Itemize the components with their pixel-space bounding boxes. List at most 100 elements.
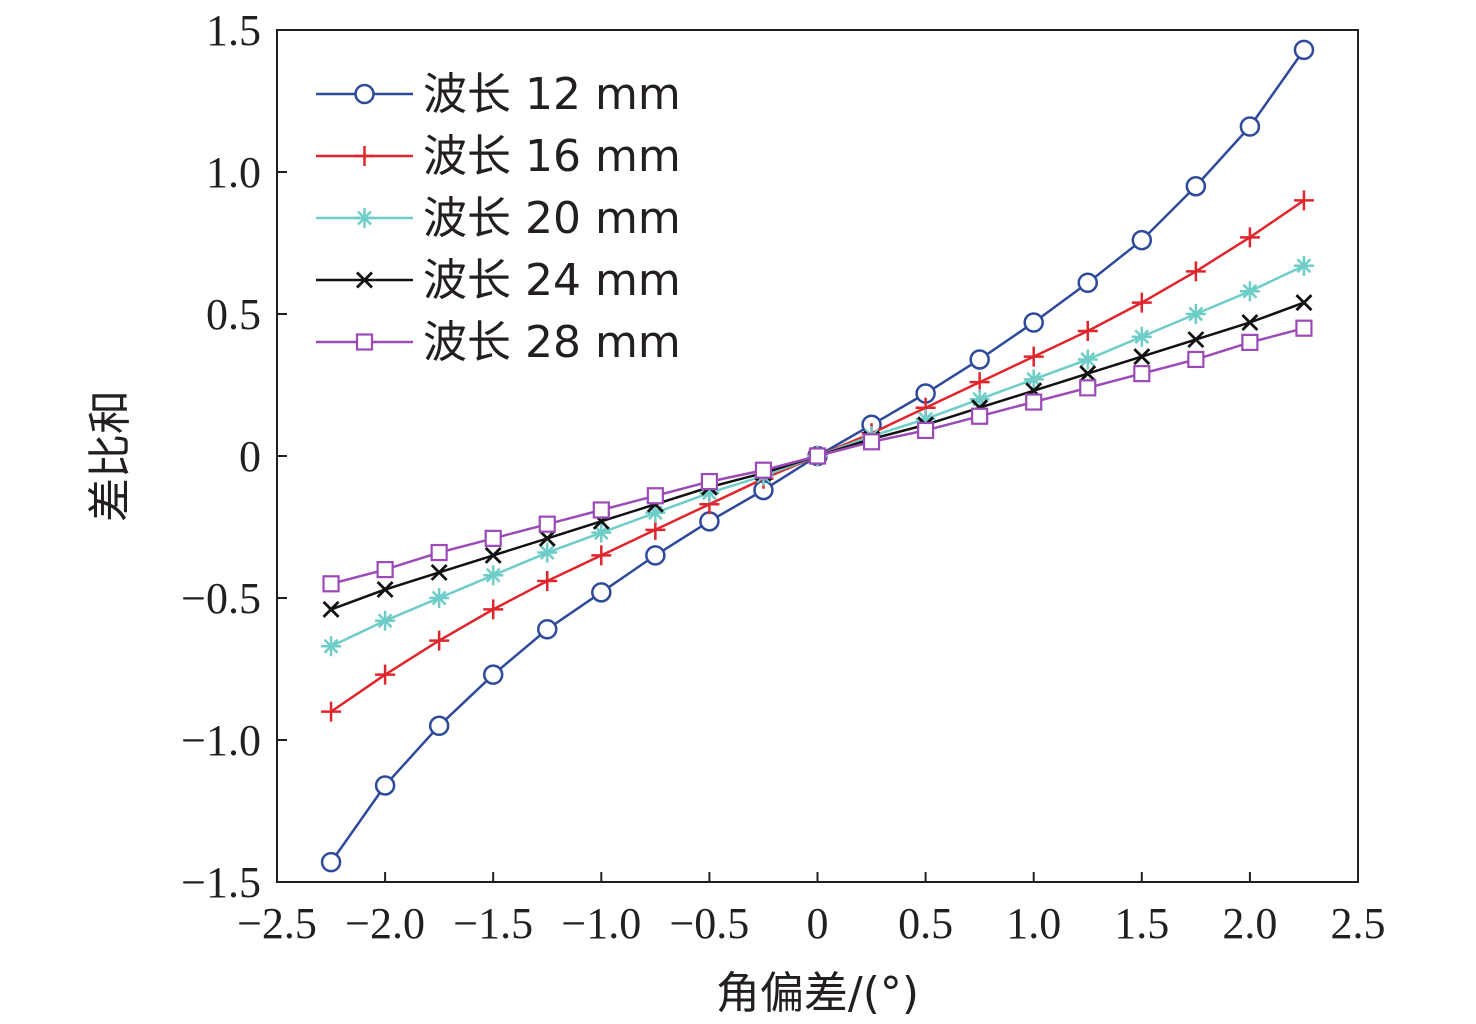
y-tick-label: 0.5 [206,290,261,339]
data-point [430,543,448,562]
data-point [375,664,396,685]
data-point [1131,326,1152,347]
data-point [971,407,989,425]
data-point [916,421,935,440]
data-point [374,775,396,796]
x-tick-label: 2.5 [1331,899,1386,948]
data-point [862,433,881,451]
data-point [1239,227,1260,248]
legend-label: 波长 24 mm [423,255,681,306]
data-point [1295,294,1313,312]
series-layer [320,39,1315,873]
legend-item: 波长 24 mm [316,255,681,306]
data-point [1133,348,1151,366]
data-point [645,502,666,523]
data-point [969,349,990,370]
legend-label: 波长 16 mm [423,131,681,182]
data-point [699,511,720,532]
x-tick-label: −1.5 [453,899,533,948]
data-point [322,600,340,618]
data-point [537,618,558,640]
data-point [321,701,342,722]
legend-marker [354,83,375,105]
data-point [754,461,773,479]
data-point [1079,365,1097,383]
data-point [915,409,936,430]
data-point [483,599,504,620]
data-point [1023,346,1044,367]
data-point [1077,349,1098,370]
data-point [321,636,342,657]
axis-ticks: −2.5 −2.0 −1.5 −1.0 −0.5 0 0.5 1.0 1.5 2.0 2.5 −1.5… [181,6,1385,948]
data-point [1187,331,1205,349]
x-tick-label: −2.0 [345,899,425,948]
y-tick-label: 0 [239,432,261,481]
data-point [1241,333,1259,351]
data-point [429,630,450,651]
data-point [322,575,340,593]
data-point [591,545,612,566]
data-point [699,482,720,503]
data-point [1025,393,1043,411]
data-point [1077,272,1098,294]
legend-item: 波长 28 mm [316,317,681,368]
data-point [1293,39,1315,61]
data-point [969,372,990,393]
x-tick-label: 2.0 [1222,899,1277,948]
legend-marker [354,208,375,228]
y-tick-label: −1.5 [181,858,261,907]
data-point [645,519,666,540]
y-tick-label: −1.0 [181,716,261,765]
y-tick-label: 1.0 [206,148,261,197]
data-point [808,447,827,465]
data-point [1131,292,1152,313]
data-point [1133,365,1151,383]
data-point [1295,319,1313,337]
data-point [538,529,556,547]
legend-marker [354,146,375,166]
data-point [1185,175,1207,197]
y-axis-title: 差比和 [85,390,136,522]
data-point [1185,261,1206,282]
x-tick-label: 1.5 [1114,899,1169,948]
data-point [1239,281,1260,302]
data-point [591,522,612,543]
data-point [1293,255,1314,276]
data-point [484,529,502,547]
legend-item: 波长 20 mm [316,193,681,244]
data-point [429,588,450,608]
data-point [537,570,558,591]
data-point [592,501,610,519]
data-point [969,389,990,410]
data-point [700,472,719,491]
data-point [1293,190,1314,211]
x-tick-label: 0.5 [898,899,953,948]
legend-item: 波长 12 mm [316,69,681,120]
data-point [376,560,394,579]
y-tick-label: −0.5 [181,574,261,623]
data-point [1241,314,1259,332]
legend-label: 波长 20 mm [423,193,681,244]
x-tick-label: 0 [807,899,829,948]
legend-label: 波长 12 mm [423,69,681,120]
y-tick-label: 1.5 [206,6,261,55]
x-tick-label: −2.5 [237,899,317,948]
legend: 波长 12 mm 波长 16 mm 波长 20 mm 波长 24 mm 波长 28 mm [316,69,681,368]
x-axis-title: 角偏差/(°) [716,968,919,1019]
legend-marker [356,271,373,289]
data-point [1187,350,1205,369]
data-point [482,664,504,685]
legend-label: 波长 28 mm [423,317,681,368]
data-point [1131,229,1153,251]
data-point [537,542,558,563]
data-point [376,580,394,598]
data-point [645,545,666,566]
data-point [483,565,504,586]
data-point [538,515,556,533]
data-point [320,851,342,873]
data-point [1077,321,1098,342]
data-point [430,563,448,581]
data-point [484,546,502,564]
data-point [591,582,612,603]
